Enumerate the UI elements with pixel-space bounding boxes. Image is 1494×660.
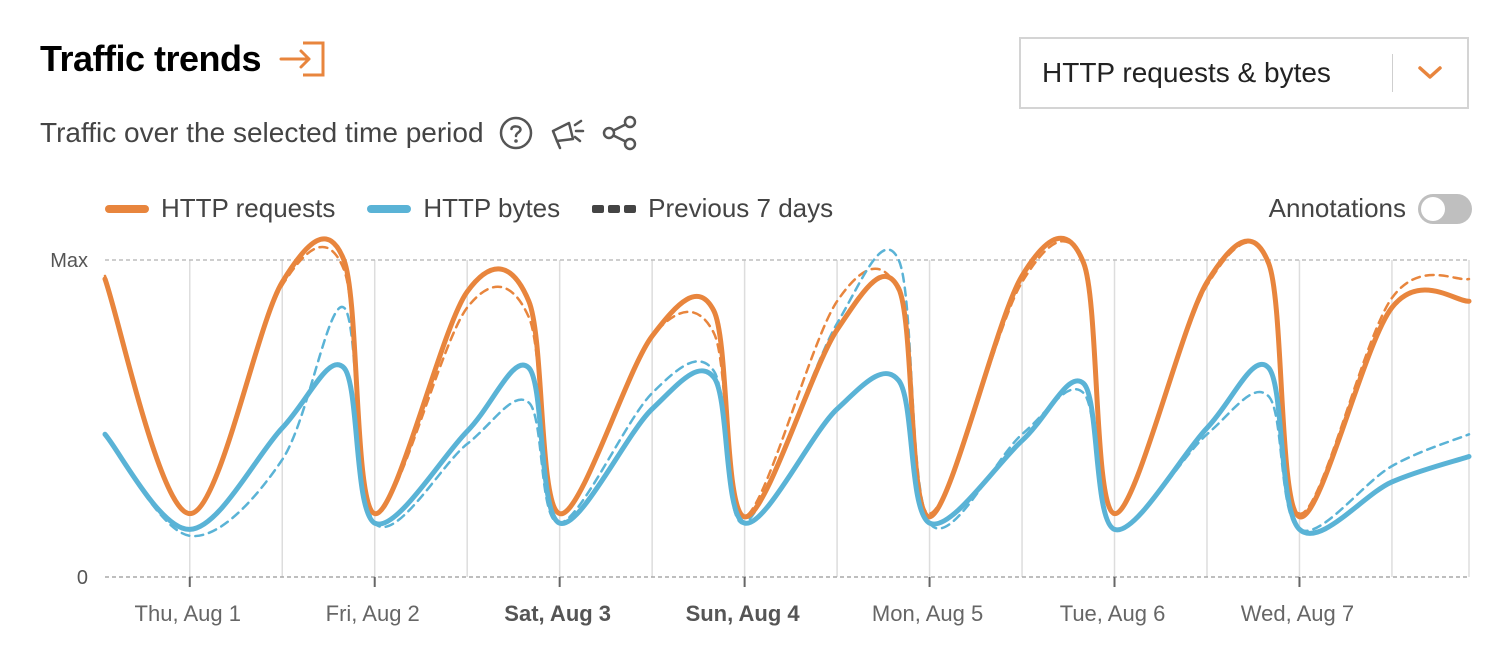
legend-swatch-bytes (367, 204, 412, 213)
chart-axes: Max 0 Thu, Aug 1 Fri, Aug 2 Sat, Aug 3 Sun, A… (50, 250, 1354, 626)
x-tick-label: Thu, Aug 1 (135, 601, 241, 626)
x-tick-label: Mon, Aug 5 (872, 601, 983, 626)
traffic-chart: Max 0 Thu, Aug 1 Fri, Aug 2 Sat, Aug 3 Sun, A… (50, 235, 1472, 626)
legend-label-requests: HTTP requests (161, 193, 336, 223)
legend-item-requests[interactable]: HTTP requests (105, 193, 335, 224)
y-tick-label: Max (50, 250, 88, 272)
help-icon[interactable] (496, 113, 536, 153)
x-tick-label: Sat, Aug 3 (504, 601, 611, 626)
legend-swatch-requests (105, 204, 149, 213)
megaphone-icon[interactable] (548, 113, 588, 153)
share-icon[interactable] (600, 113, 640, 153)
x-tick-label: Wed, Aug 7 (1241, 601, 1354, 626)
series-line-bytes (102, 362, 1472, 536)
x-tick-label: Sun, Aug 4 (686, 601, 801, 626)
legend-label-previous: Previous 7 days (648, 193, 834, 223)
y-tick-label: 0 (77, 567, 88, 589)
annotations-label: Annotations (1268, 193, 1406, 223)
chart-series (102, 235, 1472, 538)
chart-legend: HTTP requests HTTP bytes Previous 7 days (105, 193, 865, 224)
metric-select-value: HTTP requests & bytes (1042, 57, 1331, 88)
series-line-requests (102, 235, 1472, 520)
metric-select[interactable]: HTTP requests & bytes (1019, 37, 1469, 109)
x-tick-label: Tue, Aug 6 (1060, 601, 1166, 626)
legend-label-bytes: HTTP bytes (423, 193, 561, 223)
dropdown-divider (1392, 54, 1393, 92)
chart-subtitle: Traffic over the selected time period (40, 117, 484, 148)
chevron-down-icon[interactable] (1393, 53, 1467, 93)
annotations-toggle-knob (1421, 196, 1445, 221)
legend-item-previous[interactable]: Previous 7 days (592, 193, 833, 224)
chart-grid (105, 259, 1470, 578)
annotations-control: Annotations (1269, 193, 1472, 224)
page-title: Traffic trends (40, 38, 262, 79)
subtitle-row: Traffic over the selected time period (40, 113, 640, 153)
legend-item-bytes[interactable]: HTTP bytes (367, 193, 560, 224)
x-tick-label: Fri, Aug 2 (326, 601, 420, 626)
annotations-toggle[interactable] (1418, 193, 1472, 224)
title-row: Traffic trends (40, 38, 329, 80)
open-panel-icon[interactable] (277, 39, 329, 79)
legend-swatch-previous (592, 204, 637, 213)
